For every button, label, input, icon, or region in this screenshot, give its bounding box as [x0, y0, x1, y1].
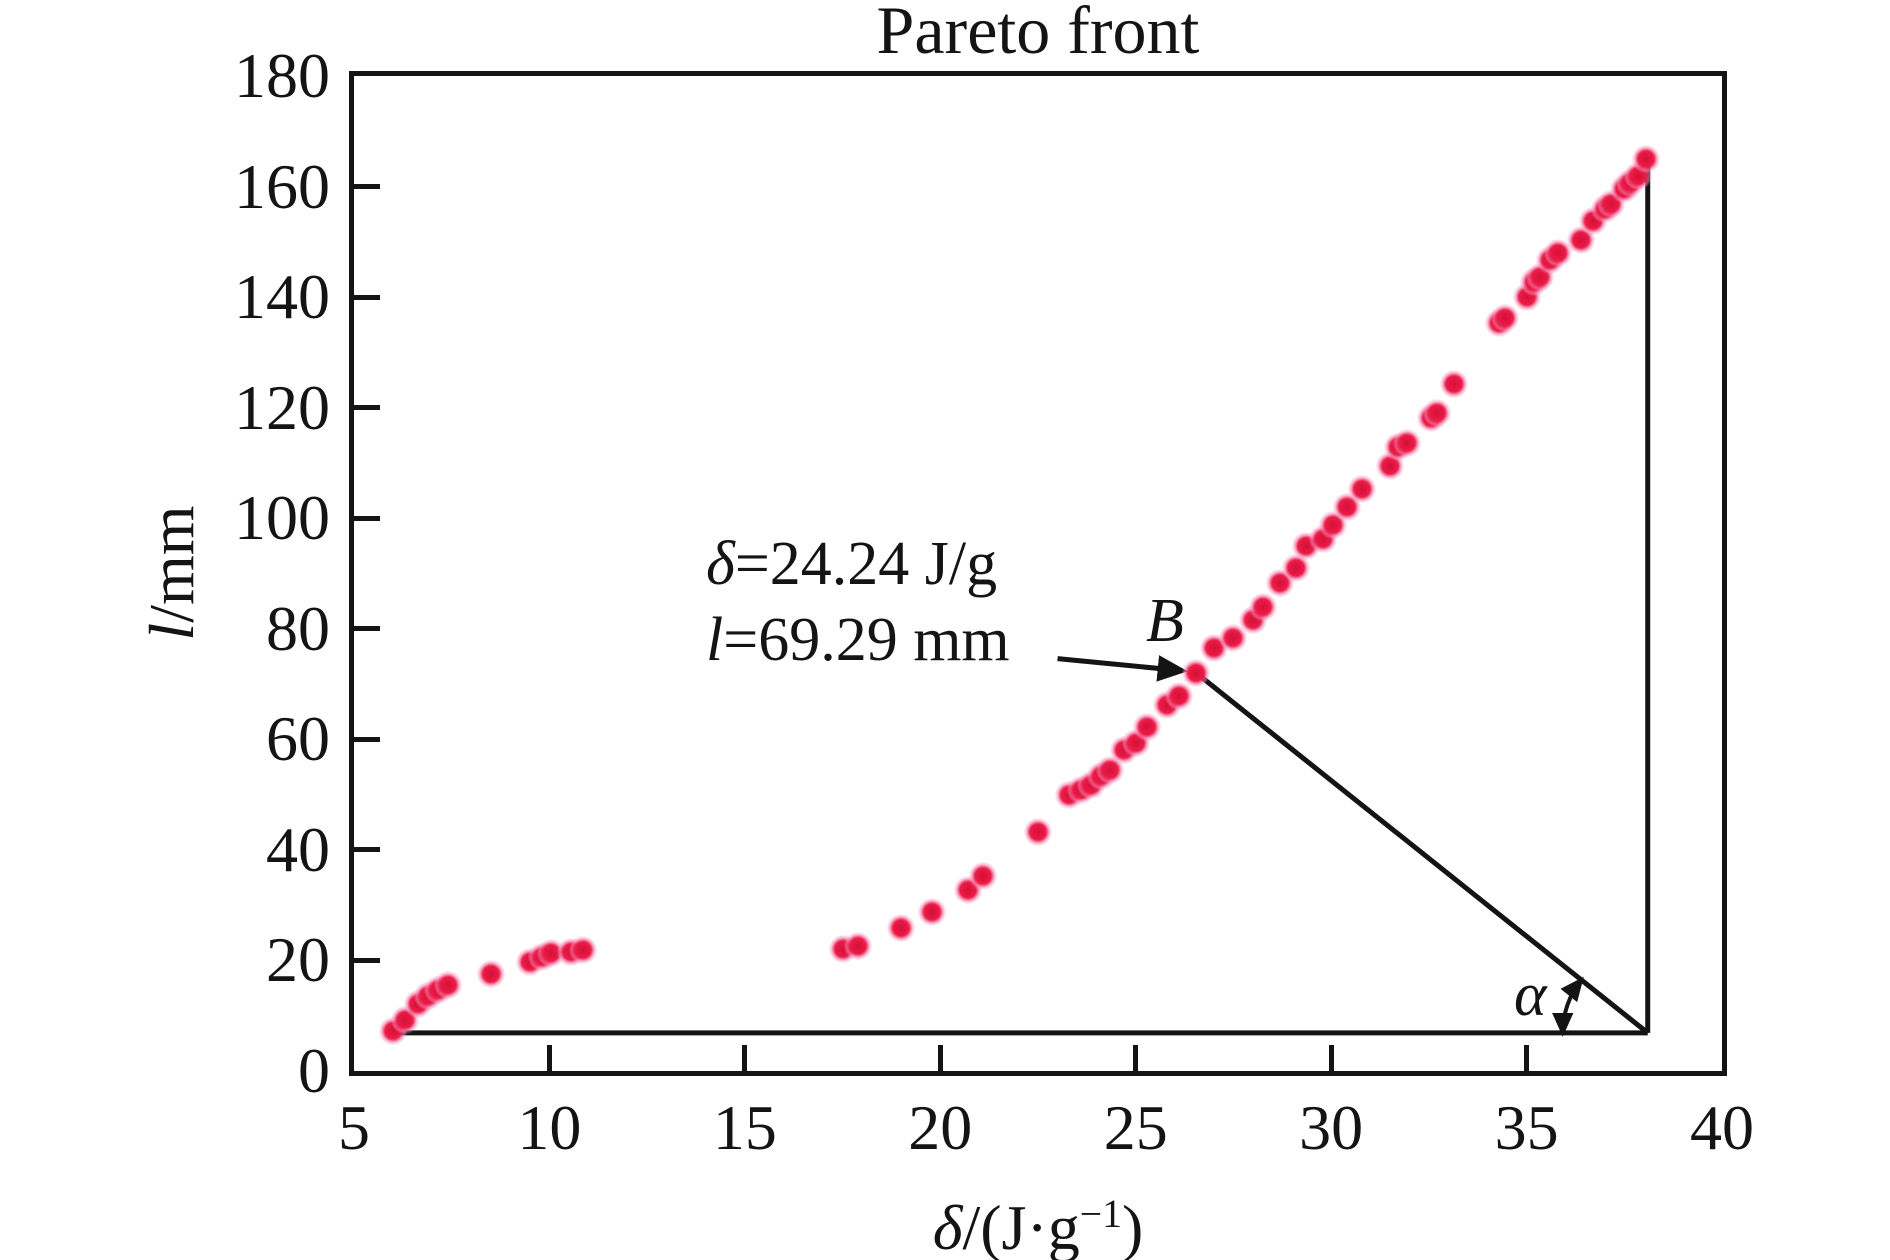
y-tick-label: 180 — [234, 40, 330, 111]
y-tick-label: 120 — [234, 371, 330, 443]
y-tick-mark — [354, 184, 380, 190]
point-b-label: B — [1146, 587, 1184, 655]
y-tick-mark — [354, 957, 380, 963]
y-tick-mark — [354, 847, 380, 853]
x-tick-label: 5 — [338, 1092, 370, 1163]
alpha-angle-label: α — [1514, 961, 1547, 1029]
x-tick-label: 35 — [1494, 1092, 1559, 1163]
scatter-point — [568, 935, 597, 964]
x-axis-label-mid: /(J·g — [962, 1191, 1080, 1260]
y-tick-mark — [354, 405, 380, 411]
callout-l-symbol: l — [706, 606, 724, 674]
scatter-point — [1543, 239, 1572, 268]
callout-l-value: =69.29 mm — [723, 606, 1010, 674]
scatter-point — [918, 897, 947, 926]
x-tick-mark — [1133, 1045, 1139, 1071]
scatter-point — [1393, 429, 1422, 458]
y-tick-label: 160 — [234, 150, 330, 222]
y-tick-label: 80 — [266, 592, 330, 664]
y-tick-label: 40 — [266, 813, 330, 885]
scatter-point — [1248, 593, 1277, 622]
y-axis-label: l/mm — [132, 423, 212, 723]
x-tick-label: 15 — [712, 1092, 777, 1163]
scatter-point — [1422, 399, 1451, 428]
x-axis-label-end: ) — [1121, 1191, 1144, 1260]
plot-area: 5 10 15 20 25 30 35 40 0 20 40 60 80 100 120 140 160 180 — [234, 41, 1754, 1163]
scatter-point — [1631, 145, 1660, 174]
y-tick-label: 100 — [234, 482, 330, 554]
scatter-point — [1133, 713, 1162, 742]
y-tick-mark — [354, 626, 380, 632]
y-tick-mark — [354, 294, 380, 300]
x-tick-mark — [1524, 1045, 1530, 1071]
callout-line-delta: δ=24.24 J/g — [706, 526, 1010, 602]
x-axis-label-variable: δ — [932, 1191, 963, 1260]
scatter-point — [887, 913, 916, 942]
x-tick-mark — [937, 1045, 943, 1071]
angle-arc-double-arrow — [1552, 976, 1584, 1037]
scatter-point — [1348, 475, 1377, 504]
scatter-point — [1491, 303, 1520, 332]
y-tick-label: 60 — [266, 703, 330, 775]
annotation-overlay — [393, 151, 1651, 1037]
x-tick-label: 25 — [1103, 1092, 1168, 1163]
callout-delta-value: =24.24 J/g — [734, 530, 998, 598]
callout-line-l: l=69.29 mm — [706, 602, 1010, 678]
y-tick-label: 20 — [266, 924, 330, 996]
callout-delta-symbol: δ — [706, 530, 735, 598]
y-tick-label: 0 — [298, 1035, 330, 1106]
x-tick-mark — [1328, 1045, 1334, 1071]
scatter-point — [969, 862, 998, 891]
scatter-point — [1024, 817, 1052, 846]
triangle-hypotenuse — [1194, 671, 1650, 1035]
y-tick-label: 140 — [234, 261, 330, 333]
chart-title: Pareto front — [876, 0, 1200, 68]
x-tick-label: 20 — [908, 1092, 973, 1163]
scatter-point — [433, 971, 462, 1000]
scatter-point — [1164, 682, 1193, 711]
x-tick-mark — [546, 1045, 552, 1071]
scatter-point — [476, 960, 505, 989]
x-axis-label: δ/(J·g−1) — [354, 1174, 1722, 1260]
scatter-point — [1440, 370, 1469, 399]
x-axis-label-exponent: −1 — [1079, 1192, 1122, 1236]
scatter-point — [844, 932, 873, 961]
x-tick-mark — [742, 1045, 748, 1071]
y-tick-mark — [354, 515, 380, 521]
x-tick-label: 40 — [1690, 1092, 1754, 1163]
callout-annotation: δ=24.24 J/g l=69.29 mm — [706, 526, 1010, 678]
x-tick-label: 30 — [1299, 1092, 1364, 1163]
x-tick-label: 10 — [517, 1092, 582, 1163]
y-tick-mark — [354, 736, 380, 742]
callout-arrow — [1057, 655, 1188, 682]
scatter-point — [1182, 659, 1211, 687]
